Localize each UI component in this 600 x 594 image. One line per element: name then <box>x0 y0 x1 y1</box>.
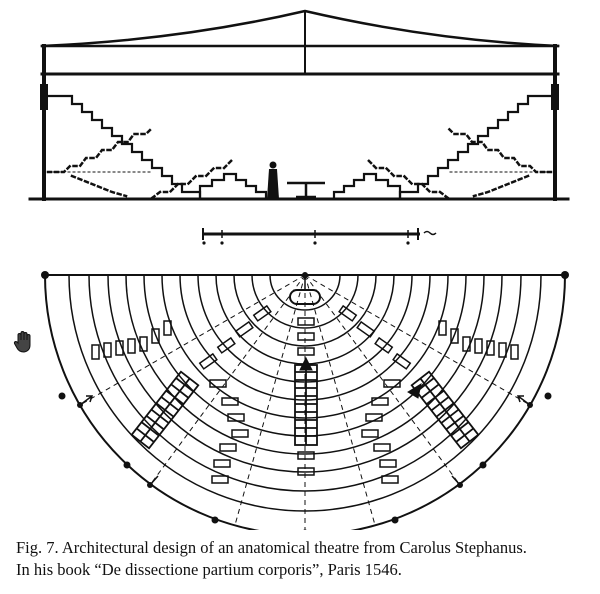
scale-bar <box>202 228 437 245</box>
theatre-section-elevation <box>28 9 570 201</box>
theatre-drawing <box>28 9 570 530</box>
dissector-figure <box>267 161 279 199</box>
pillar-dots <box>41 271 569 530</box>
dissection-table <box>287 181 325 199</box>
hand-cursor-icon <box>13 330 31 353</box>
caption-line-2: In his book “De dissectione partium corp… <box>16 560 402 579</box>
caption-line-1: Fig. 7. Architectural design of an anato… <box>16 538 527 557</box>
theatre-floor-plan <box>44 274 566 530</box>
figure-caption: Fig. 7. Architectural design of an anato… <box>16 537 596 581</box>
